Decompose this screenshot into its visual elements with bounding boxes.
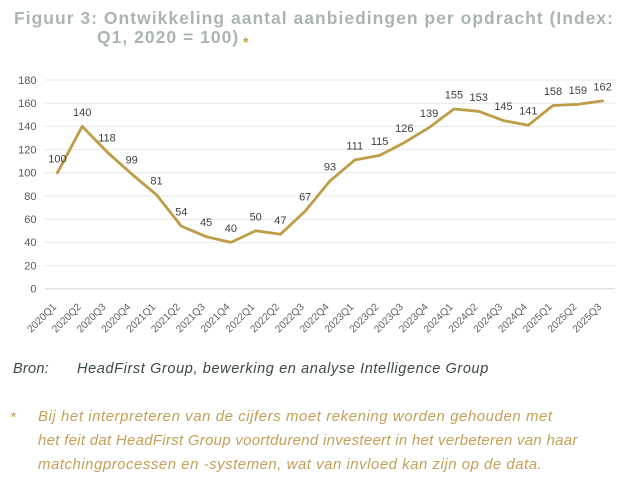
svg-text:162: 162 — [593, 81, 611, 93]
svg-text:160: 160 — [18, 98, 36, 110]
svg-text:60: 60 — [24, 214, 36, 226]
svg-text:40: 40 — [24, 237, 36, 249]
svg-text:155: 155 — [445, 90, 463, 102]
svg-text:140: 140 — [18, 121, 36, 133]
svg-text:118: 118 — [98, 132, 116, 144]
svg-text:81: 81 — [150, 175, 162, 187]
svg-text:50: 50 — [250, 211, 262, 223]
svg-text:67: 67 — [299, 192, 311, 204]
svg-text:159: 159 — [569, 85, 587, 97]
svg-text:140: 140 — [73, 107, 91, 119]
svg-text:40: 40 — [225, 223, 237, 235]
svg-text:153: 153 — [470, 92, 488, 104]
svg-text:120: 120 — [18, 144, 36, 156]
svg-text:145: 145 — [494, 101, 512, 113]
svg-text:100: 100 — [18, 168, 36, 180]
svg-text:80: 80 — [24, 191, 36, 203]
svg-text:45: 45 — [200, 217, 212, 229]
svg-text:54: 54 — [175, 207, 187, 219]
svg-text:100: 100 — [48, 153, 66, 165]
svg-text:20: 20 — [24, 260, 36, 272]
svg-text:93: 93 — [324, 161, 336, 173]
svg-text:115: 115 — [371, 136, 389, 148]
svg-text:158: 158 — [544, 86, 562, 98]
svg-text:139: 139 — [420, 108, 438, 120]
svg-text:111: 111 — [346, 141, 363, 153]
svg-text:180: 180 — [18, 75, 36, 87]
svg-text:99: 99 — [126, 155, 138, 167]
svg-text:126: 126 — [395, 123, 413, 135]
svg-text:47: 47 — [274, 215, 286, 227]
svg-text:141: 141 — [519, 106, 537, 118]
svg-text:0: 0 — [30, 284, 36, 296]
